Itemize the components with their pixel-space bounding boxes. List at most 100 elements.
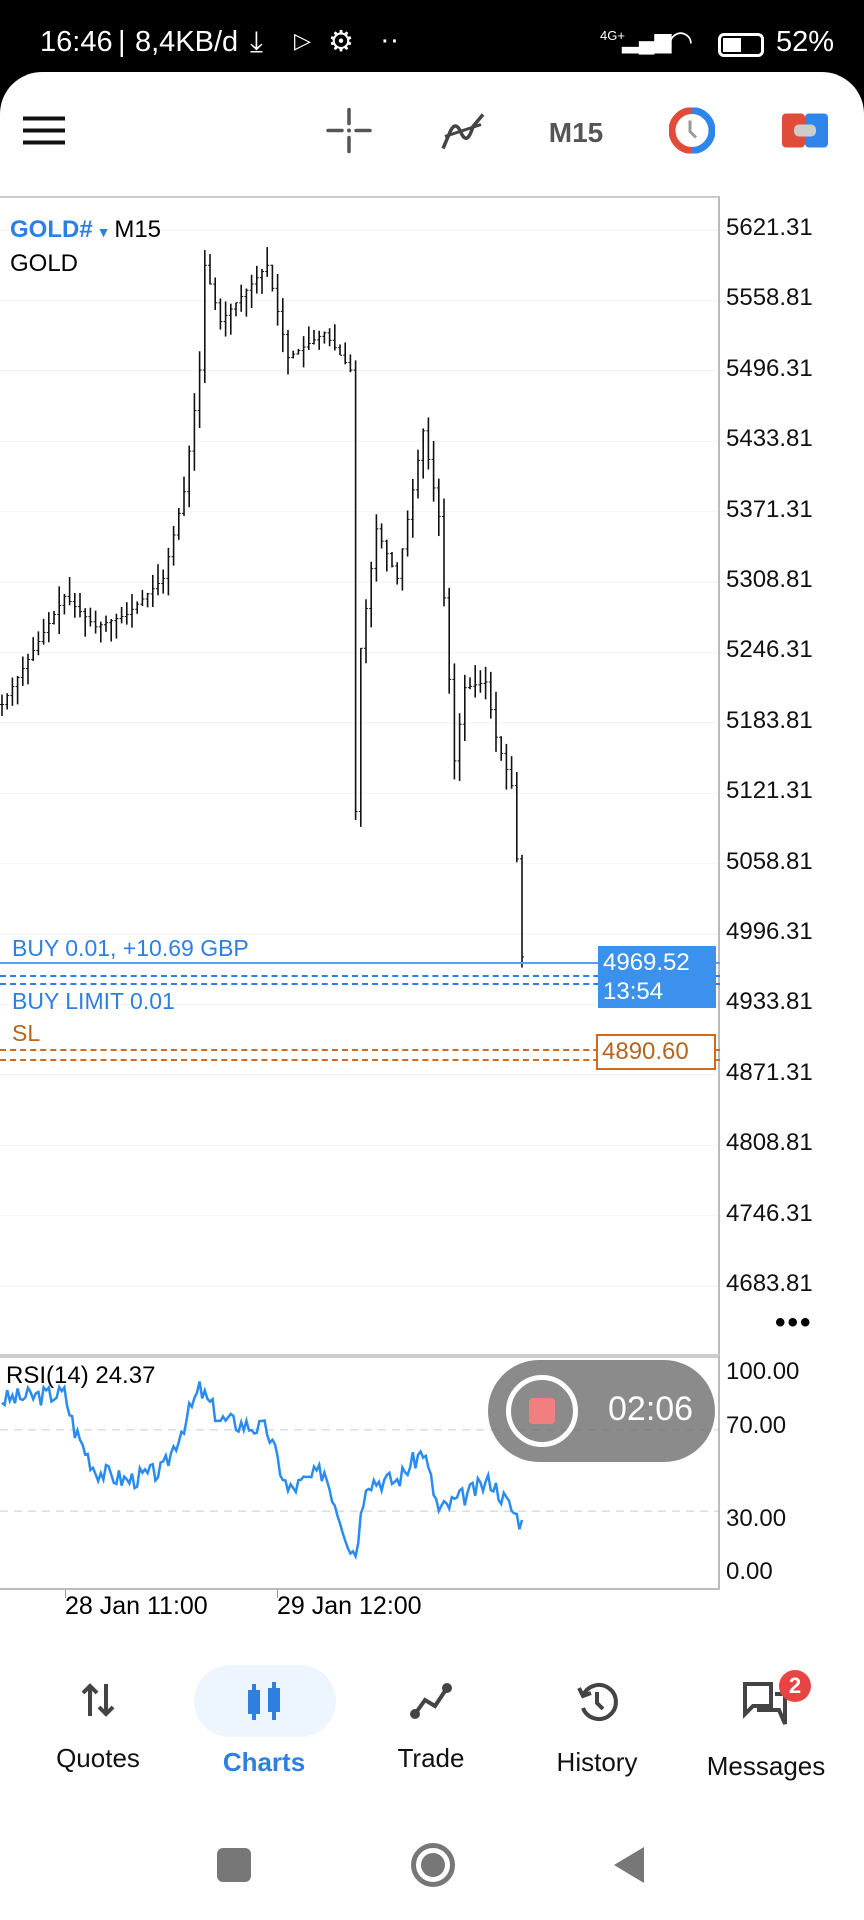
charts-icon (248, 1682, 280, 1720)
back-button[interactable] (612, 1845, 646, 1885)
price-axis-label: 5308.81 (726, 566, 813, 593)
candle (213, 277, 218, 311)
recents-button[interactable] (217, 1848, 251, 1882)
candle (234, 302, 238, 317)
candle (312, 329, 316, 345)
more-options-icon[interactable]: ••• (775, 1306, 813, 1339)
buy-limit-line-2 (0, 983, 720, 985)
nav-history[interactable]: History (527, 1680, 667, 1778)
candle (72, 592, 77, 618)
candle (322, 331, 327, 344)
current-price-tag: 4969.52 13:54 (598, 946, 716, 1008)
candle (520, 854, 524, 968)
candle (161, 569, 166, 594)
candle (426, 417, 431, 470)
candle (156, 564, 160, 596)
signal-icon: ▂▄▆ (622, 28, 672, 53)
candle (182, 476, 186, 517)
symbol-selector[interactable]: GOLD# (10, 216, 93, 243)
screen-recorder-widget[interactable]: 02:06 (488, 1360, 715, 1462)
indicators-icon (441, 113, 485, 150)
candle (436, 478, 441, 537)
candle (275, 274, 280, 326)
candle (348, 354, 353, 373)
trade-icon (410, 1683, 452, 1719)
candle (119, 606, 124, 624)
candle (390, 551, 394, 568)
price-axis-label: 5558.81 (726, 284, 813, 312)
candle (488, 671, 493, 719)
candle (374, 514, 379, 582)
position-line[interactable] (0, 962, 720, 964)
battery-icon (718, 33, 764, 57)
symbol-dropdown-icon[interactable]: ▼ (92, 224, 115, 240)
price-axis-label: 5058.81 (726, 847, 813, 875)
candle (364, 599, 368, 664)
nav-messages[interactable]: 2 Messages (696, 1670, 836, 1782)
candle (395, 562, 400, 585)
buy-limit-line[interactable] (0, 975, 720, 977)
candle (228, 303, 233, 335)
rsi-label: RSI(14) 24.37 (6, 1362, 156, 1389)
candle (343, 342, 348, 365)
candle (400, 548, 405, 591)
candle (171, 525, 176, 566)
candle (192, 393, 197, 471)
candle (83, 608, 88, 637)
time-label: 29 Jan 12:00 (277, 1592, 422, 1620)
candle (338, 344, 342, 356)
timer-button[interactable] (668, 107, 716, 159)
candle (15, 675, 20, 705)
battery-level: 52% (776, 26, 835, 58)
menu-button[interactable] (23, 115, 65, 152)
candle (499, 736, 504, 761)
crosshair-icon (326, 107, 372, 154)
candle (462, 674, 467, 742)
home-button[interactable] (411, 1843, 455, 1887)
candle (130, 593, 134, 628)
one-click-trading-icon (782, 113, 828, 148)
timeframe-button[interactable]: M15 (548, 117, 604, 148)
candle (457, 713, 462, 781)
candle (265, 247, 270, 277)
candle (494, 691, 498, 752)
candle (452, 663, 457, 780)
candle (197, 351, 202, 429)
candle (327, 328, 332, 347)
candle (109, 619, 114, 642)
rsi-panel[interactable] (0, 1354, 720, 1590)
candle (504, 743, 509, 790)
trade-toggle-button[interactable] (782, 113, 828, 153)
nav-quotes[interactable]: Quotes (28, 1680, 168, 1774)
active-tab-highlight (194, 1665, 336, 1737)
candle (286, 329, 290, 375)
price-axis-label: 5621.31 (726, 214, 813, 241)
indicators-button[interactable] (439, 109, 487, 158)
rsi-level: 0.00 (726, 1558, 773, 1585)
crosshair-button[interactable] (326, 107, 372, 159)
candle (254, 265, 259, 294)
candle (26, 653, 30, 685)
price-chart[interactable] (0, 196, 720, 1354)
candle (280, 298, 285, 353)
sl-label: SL (12, 1020, 41, 1046)
candle (52, 610, 56, 625)
quotes-icon (81, 1683, 115, 1717)
candle (114, 613, 119, 639)
candle (296, 348, 301, 355)
history-icon (577, 1683, 618, 1721)
stop-icon (529, 1398, 555, 1424)
candle (78, 592, 82, 618)
nav-charts[interactable]: Charts (194, 1680, 334, 1778)
candle (218, 298, 223, 330)
price-axis-label: 5246.31 (726, 636, 813, 664)
candle (135, 601, 140, 614)
candle (46, 612, 51, 643)
candle (369, 561, 374, 628)
nav-trade[interactable]: Trade (361, 1680, 501, 1774)
stop-loss-line[interactable] (0, 1049, 720, 1051)
candle (332, 324, 337, 351)
stop-recording-button[interactable] (506, 1375, 578, 1447)
candle (379, 523, 384, 549)
time-label: 28 Jan 11:00 (65, 1592, 208, 1620)
